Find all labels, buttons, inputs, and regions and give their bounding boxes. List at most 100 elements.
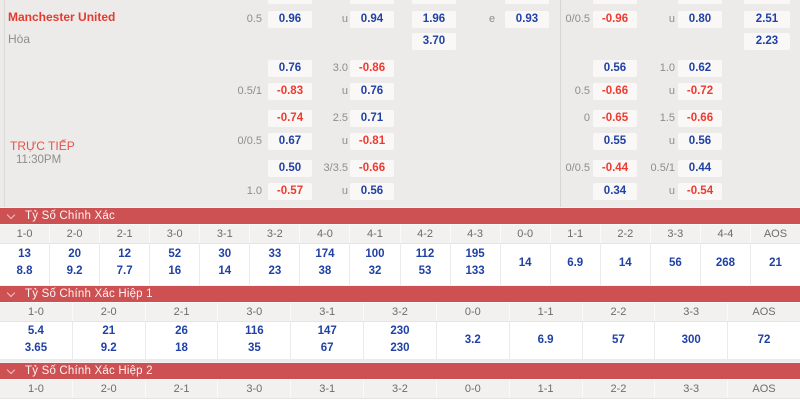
score-odds-value[interactable]: 20 [68, 248, 81, 260]
odds-value-box[interactable]: 0.76 [268, 60, 312, 77]
score-odds-cell[interactable]: 56 [651, 244, 701, 285]
score-odds-cell[interactable]: 6.9 [551, 244, 601, 285]
score-odds-value[interactable]: 30 [218, 248, 232, 260]
score-odds-value[interactable]: 26 [175, 325, 188, 337]
odds-value-box[interactable]: 0.55 [593, 133, 637, 150]
score-odds-value[interactable]: 72 [757, 333, 771, 346]
section-header-bar[interactable]: Tỷ Số Chính Xác Hiệp 1 [0, 286, 800, 302]
odds-value-box[interactable]: 0.94 [350, 11, 394, 28]
score-odds-cell[interactable]: 147 67 [291, 322, 365, 359]
score-odds-value[interactable]: 33 [268, 248, 282, 260]
score-odds-cell[interactable]: 21 9.2 [73, 322, 146, 359]
score-odds-value[interactable]: 9.2 [66, 265, 83, 277]
odds-value-box[interactable] [412, 0, 456, 4]
score-odds-value[interactable]: 38 [318, 265, 332, 277]
odds-value-box[interactable]: 0.71 [350, 110, 394, 127]
score-odds-value[interactable]: 56 [668, 256, 682, 269]
score-odds-cell[interactable]: 6.9 [510, 322, 583, 359]
score-odds-cell[interactable]: 14 [601, 244, 651, 285]
score-odds-value[interactable]: 133 [465, 265, 485, 277]
score-odds-cell[interactable]: 195 133 [451, 244, 501, 285]
score-odds-cell[interactable]: 116 35 [218, 322, 292, 359]
odds-value-box[interactable]: 0.44 [678, 160, 722, 177]
odds-value-box[interactable]: -0.72 [678, 83, 722, 100]
score-odds-value[interactable]: 14 [218, 265, 232, 277]
score-odds-cell[interactable]: 3.2 [437, 322, 510, 359]
score-odds-cell[interactable]: 13 8.8 [0, 244, 51, 285]
odds-value-box[interactable]: 2.23 [744, 33, 790, 50]
score-odds-cell[interactable]: 57 [583, 322, 656, 359]
odds-value-box[interactable] [678, 0, 722, 4]
odds-value-box[interactable]: 0.56 [678, 133, 722, 150]
score-odds-value[interactable]: 230 [390, 342, 410, 354]
odds-value-box[interactable]: 3.70 [412, 33, 456, 50]
odds-value-box[interactable]: -0.86 [350, 60, 394, 77]
odds-value-box[interactable] [505, 0, 549, 4]
score-odds-value[interactable]: 16 [168, 265, 182, 277]
odds-value-box[interactable]: 0.80 [678, 11, 722, 28]
odds-value-box[interactable]: 0.67 [268, 133, 312, 150]
chevron-down-icon[interactable] [0, 370, 22, 373]
odds-value-box[interactable]: 0.62 [678, 60, 722, 77]
chevron-down-icon[interactable] [0, 215, 22, 218]
odds-value-box[interactable]: -0.96 [593, 11, 637, 28]
chevron-down-icon[interactable] [0, 293, 22, 296]
score-odds-value[interactable]: 13 [18, 248, 31, 260]
score-odds-cell[interactable]: 21 [751, 244, 800, 285]
score-odds-cell[interactable]: 26 18 [146, 322, 219, 359]
odds-value-box[interactable]: 0.56 [593, 60, 637, 77]
odds-value-box[interactable]: -0.66 [678, 110, 722, 127]
score-odds-cell[interactable]: 300 [655, 322, 729, 359]
score-odds-value[interactable]: 3.2 [464, 333, 481, 346]
odds-value-box[interactable]: 0.93 [505, 11, 549, 28]
score-odds-value[interactable]: 57 [612, 333, 625, 346]
odds-value-box[interactable]: -0.65 [593, 110, 637, 127]
odds-value-box[interactable]: -0.66 [593, 83, 637, 100]
score-odds-cell[interactable]: 5.4 3.65 [0, 322, 73, 359]
score-odds-value[interactable]: 300 [681, 333, 701, 346]
score-odds-cell[interactable]: 174 38 [300, 244, 351, 285]
score-odds-value[interactable]: 14 [618, 256, 632, 269]
score-odds-value[interactable]: 53 [418, 265, 432, 277]
odds-value-box[interactable] [744, 0, 790, 4]
score-odds-cell[interactable]: 100 32 [350, 244, 401, 285]
score-odds-cell[interactable]: 33 23 [250, 244, 301, 285]
score-odds-cell[interactable]: 20 9.2 [50, 244, 101, 285]
odds-value-box[interactable]: 1.96 [412, 11, 456, 28]
score-odds-value[interactable]: 18 [175, 342, 188, 354]
score-odds-value[interactable]: 3.65 [24, 342, 48, 354]
score-odds-value[interactable]: 195 [465, 248, 485, 260]
odds-value-box[interactable]: 0.76 [350, 83, 394, 100]
section-header-bar[interactable]: Tỷ Số Chính Xác Hiệp 2 [0, 363, 800, 379]
odds-value-box[interactable] [268, 0, 312, 4]
score-odds-value[interactable]: 9.2 [100, 342, 117, 354]
score-odds-cell[interactable]: 52 16 [150, 244, 201, 285]
odds-value-box[interactable]: -0.44 [593, 160, 637, 177]
score-odds-cell[interactable]: 112 53 [401, 244, 451, 285]
odds-value-box[interactable]: 0.50 [268, 160, 312, 177]
odds-value-box[interactable] [593, 0, 637, 4]
score-odds-value[interactable]: 6.9 [537, 333, 554, 346]
score-odds-value[interactable]: 21 [769, 256, 782, 269]
score-odds-value[interactable]: 7.7 [116, 265, 133, 277]
score-odds-value[interactable]: 230 [390, 325, 410, 337]
odds-value-box[interactable]: -0.57 [268, 183, 312, 200]
score-odds-value[interactable]: 21 [102, 325, 116, 337]
score-odds-cell[interactable]: 230 230 [364, 322, 437, 359]
odds-value-box[interactable]: 0.34 [593, 183, 637, 200]
score-odds-cell[interactable]: 12 7.7 [100, 244, 151, 285]
odds-value-box[interactable]: 0.56 [350, 183, 394, 200]
score-odds-value[interactable]: 5.4 [27, 325, 44, 337]
score-odds-value[interactable]: 112 [415, 248, 435, 260]
odds-value-box[interactable] [350, 0, 394, 4]
score-odds-value[interactable]: 8.8 [16, 265, 33, 277]
score-odds-value[interactable]: 147 [317, 325, 337, 337]
score-odds-value[interactable]: 12 [118, 248, 132, 260]
odds-value-box[interactable]: -0.81 [350, 133, 394, 150]
score-odds-value[interactable]: 52 [168, 248, 182, 260]
score-odds-value[interactable]: 268 [715, 256, 735, 269]
odds-value-box[interactable]: -0.83 [268, 83, 312, 100]
score-odds-value[interactable]: 6.9 [567, 256, 584, 269]
score-odds-value[interactable]: 23 [268, 265, 282, 277]
score-odds-value[interactable]: 116 [245, 325, 264, 337]
